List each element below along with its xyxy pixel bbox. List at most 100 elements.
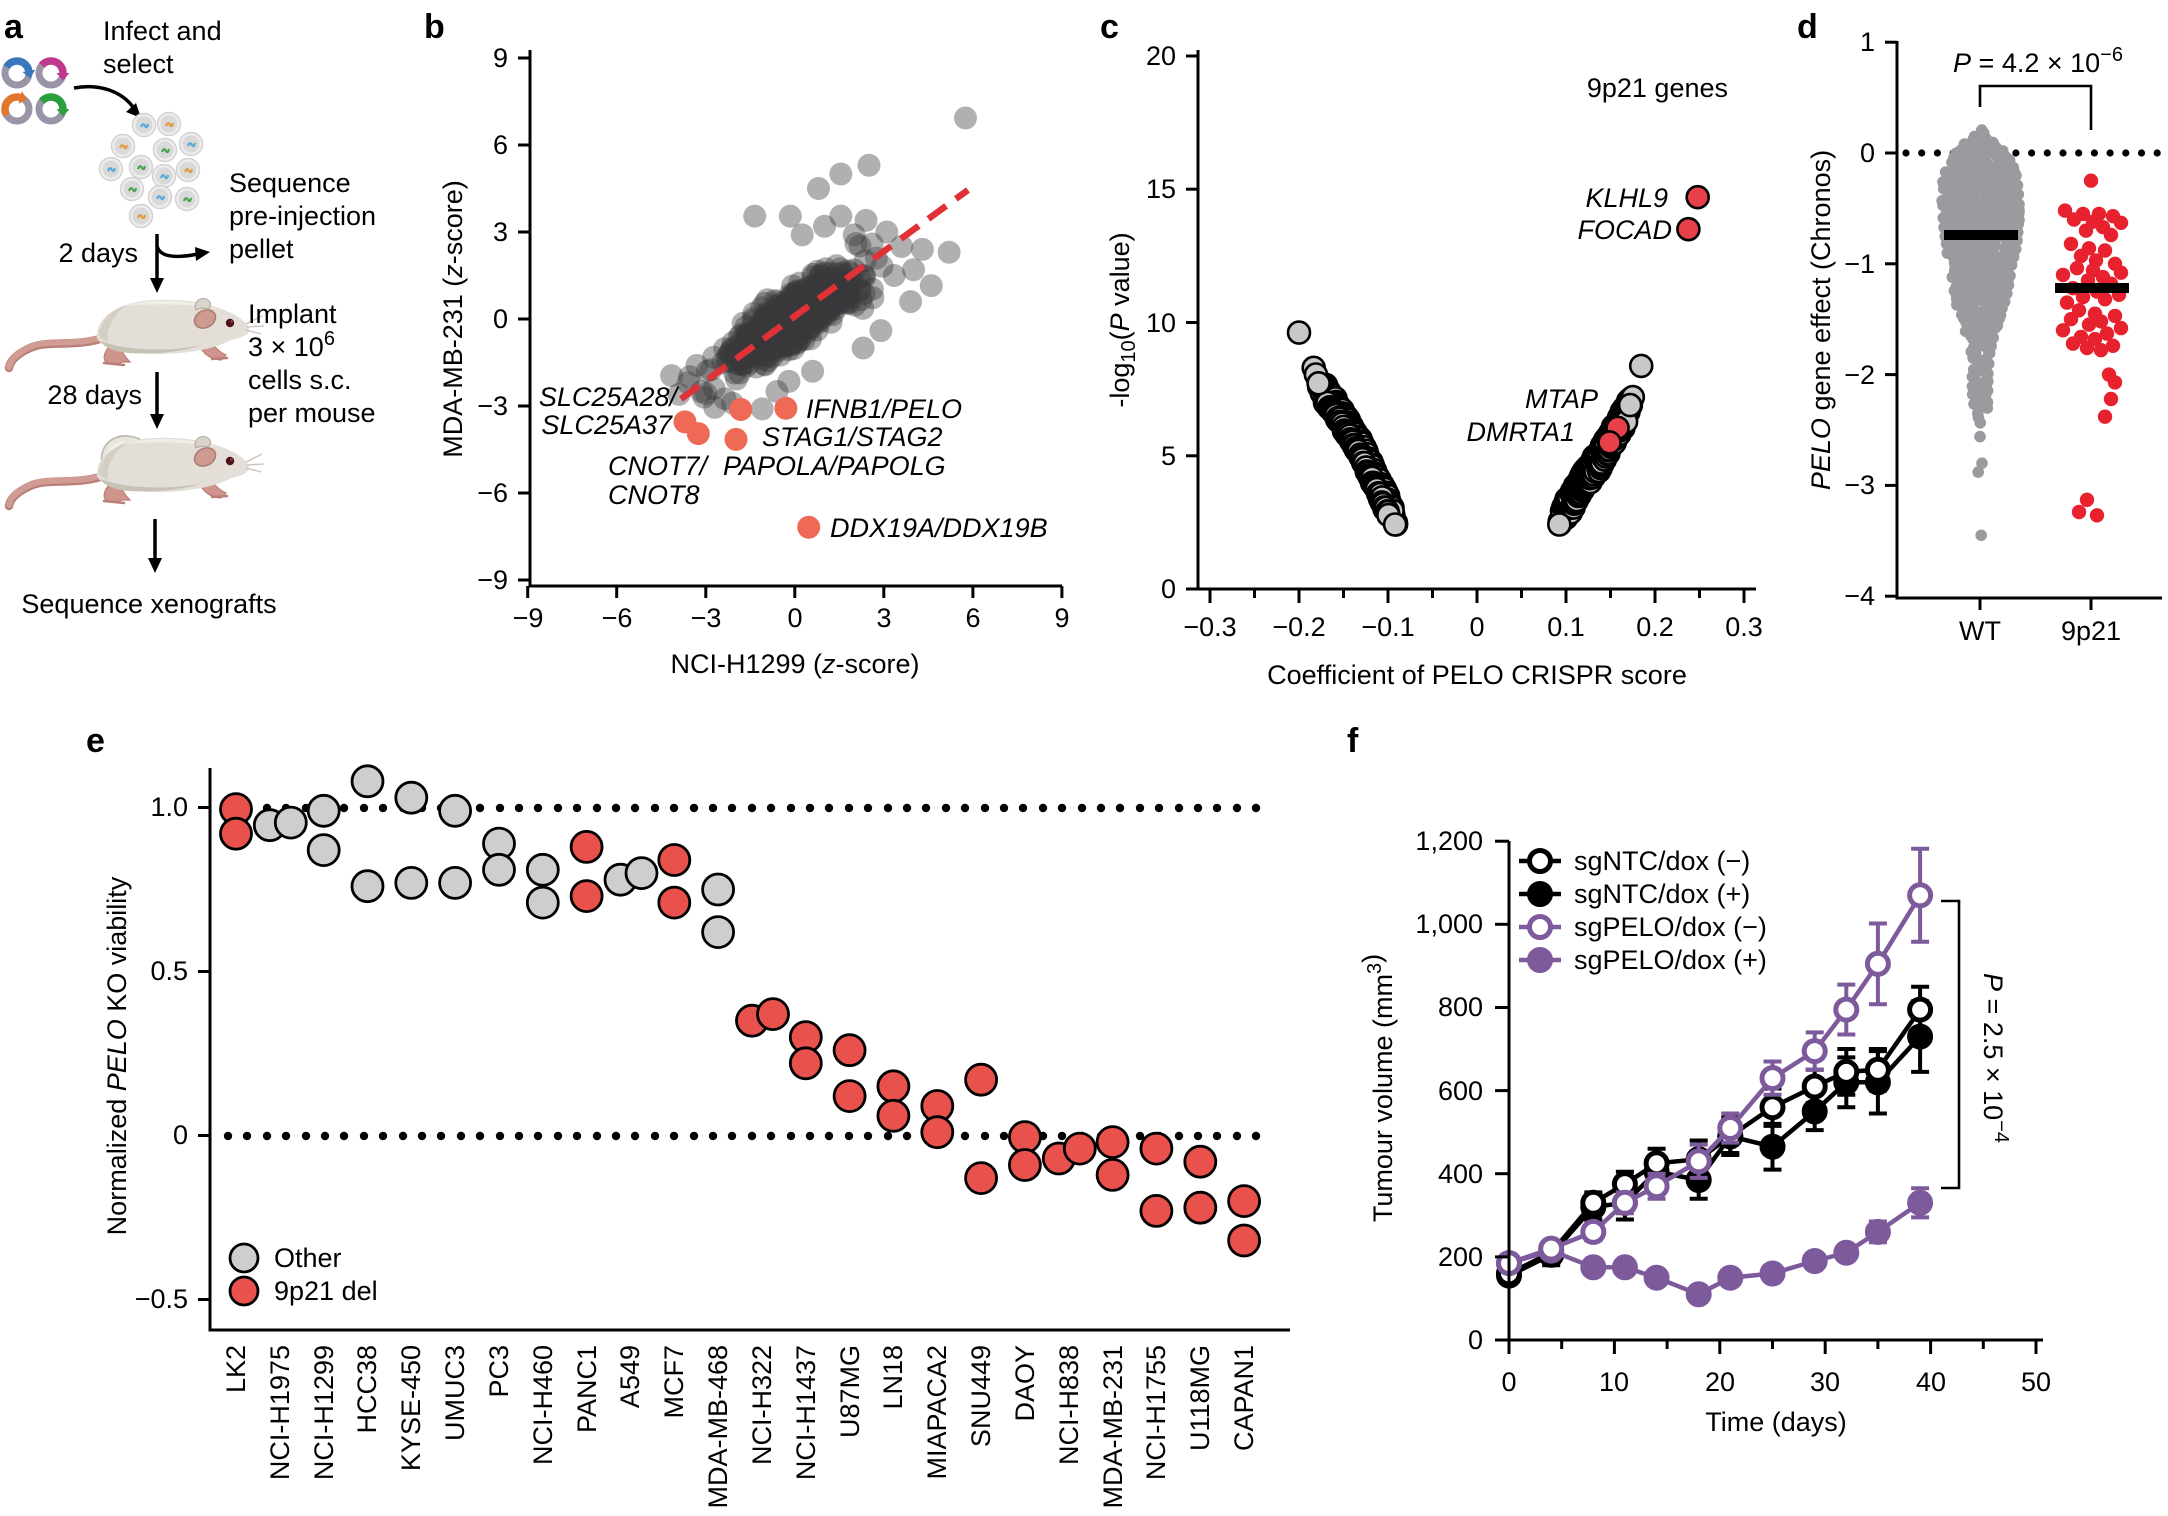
svg-text:600: 600 (1438, 1076, 1483, 1106)
svg-text:FOCAD: FOCAD (1578, 215, 1673, 245)
svg-text:0: 0 (787, 603, 802, 633)
svg-text:NCI-H1437: NCI-H1437 (791, 1345, 821, 1480)
svg-text:−2: −2 (1844, 360, 1875, 390)
svg-text:c: c (1100, 8, 1119, 46)
svg-text:15: 15 (1146, 174, 1176, 204)
svg-text:Sequence xenografts: Sequence xenografts (21, 589, 276, 619)
svg-text:U118MG: U118MG (1185, 1345, 1215, 1451)
svg-text:NCI-H322: NCI-H322 (747, 1345, 777, 1465)
svg-text:P = 4.2 × 10−6: P = 4.2 × 10−6 (1953, 44, 2123, 78)
svg-text:28 days: 28 days (47, 380, 142, 410)
svg-text:−4: −4 (1844, 581, 1875, 611)
svg-text:1.0: 1.0 (150, 792, 188, 822)
svg-text:HCC38: HCC38 (352, 1345, 382, 1434)
svg-text:CNOT7/: CNOT7/ (608, 451, 710, 481)
svg-text:10: 10 (1599, 1367, 1629, 1397)
svg-text:−3: −3 (1844, 470, 1875, 500)
svg-text:1,000: 1,000 (1415, 909, 1483, 939)
svg-text:PELO gene effect (Chronos): PELO gene effect (Chronos) (1806, 150, 1836, 490)
svg-text:−3: −3 (691, 603, 722, 633)
svg-text:6: 6 (965, 603, 980, 633)
svg-text:sgNTC/dox (+): sgNTC/dox (+) (1574, 879, 1750, 909)
svg-text:40: 40 (1916, 1367, 1946, 1397)
svg-text:0: 0 (173, 1120, 188, 1150)
svg-text:1: 1 (1860, 27, 1875, 57)
svg-text:MCF7: MCF7 (659, 1345, 689, 1419)
svg-text:UMUC3: UMUC3 (440, 1345, 470, 1441)
svg-text:STAG1/STAG2: STAG1/STAG2 (762, 422, 943, 452)
svg-text:LN18: LN18 (878, 1345, 908, 1410)
svg-text:SLC25A28/: SLC25A28/ (539, 382, 680, 412)
svg-text:Normalized PELO KO viability: Normalized PELO KO viability (102, 876, 132, 1235)
svg-text:MDA-MB-468: MDA-MB-468 (703, 1345, 733, 1509)
svg-text:0: 0 (493, 304, 508, 334)
svg-text:NCI-H1975: NCI-H1975 (265, 1345, 295, 1480)
svg-text:0: 0 (1468, 1325, 1483, 1355)
svg-text:MTAP: MTAP (1525, 384, 1598, 414)
svg-text:0.1: 0.1 (1547, 612, 1585, 642)
svg-text:NCI-H838: NCI-H838 (1054, 1345, 1084, 1465)
svg-text:−0.2: −0.2 (1272, 612, 1325, 642)
svg-text:f: f (1347, 722, 1359, 760)
svg-text:0: 0 (1161, 574, 1176, 604)
svg-text:sgPELO/dox (−): sgPELO/dox (−) (1574, 912, 1767, 942)
svg-text:−9: −9 (477, 565, 508, 595)
svg-text:A549: A549 (615, 1345, 645, 1408)
svg-text:0: 0 (1501, 1367, 1516, 1397)
svg-text:−6: −6 (477, 478, 508, 508)
svg-text:−1: −1 (1844, 249, 1875, 279)
svg-text:DMRTA1: DMRTA1 (1466, 417, 1575, 447)
svg-text:Implant: Implant (248, 299, 337, 329)
svg-text:e: e (86, 722, 105, 760)
svg-text:10: 10 (1146, 308, 1176, 338)
svg-text:0.5: 0.5 (150, 956, 188, 986)
svg-text:d: d (1797, 8, 1818, 46)
svg-text:PC3: PC3 (484, 1345, 514, 1398)
svg-text:9p21: 9p21 (2061, 616, 2121, 646)
svg-text:a: a (4, 8, 24, 46)
svg-text:−0.3: −0.3 (1183, 612, 1236, 642)
svg-text:MIAPACA2: MIAPACA2 (922, 1345, 952, 1480)
svg-text:KYSE-450: KYSE-450 (396, 1345, 426, 1471)
svg-text:NCI-H1299: NCI-H1299 (309, 1345, 339, 1480)
svg-text:NCI-H1755: NCI-H1755 (1141, 1345, 1171, 1480)
svg-text:3: 3 (493, 217, 508, 247)
svg-text:pre-injection: pre-injection (229, 201, 376, 231)
svg-text:P = 2.5 × 10−4: P = 2.5 × 10−4 (1978, 973, 2012, 1143)
svg-text:0.3: 0.3 (1725, 612, 1763, 642)
svg-text:sgNTC/dox (−): sgNTC/dox (−) (1574, 846, 1750, 876)
svg-text:0: 0 (1469, 612, 1484, 642)
svg-text:cells s.c.: cells s.c. (248, 365, 352, 395)
svg-text:CNOT8: CNOT8 (608, 480, 700, 510)
svg-text:800: 800 (1438, 992, 1483, 1022)
svg-text:DDX19A/DDX19B: DDX19A/DDX19B (830, 513, 1048, 543)
svg-text:20: 20 (1146, 41, 1176, 71)
svg-text:6: 6 (493, 130, 508, 160)
svg-text:−9: −9 (513, 603, 544, 633)
svg-text:−0.1: −0.1 (1361, 612, 1414, 642)
svg-text:3: 3 (876, 603, 891, 633)
svg-text:SNU449: SNU449 (966, 1345, 996, 1447)
svg-text:PANC1: PANC1 (572, 1345, 602, 1433)
svg-text:DAOY: DAOY (1010, 1345, 1040, 1422)
svg-text:9: 9 (1054, 603, 1069, 633)
svg-text:PAPOLA/PAPOLG: PAPOLA/PAPOLG (723, 451, 946, 481)
svg-text:per mouse: per mouse (248, 398, 376, 428)
svg-text:9: 9 (493, 43, 508, 73)
svg-text:20: 20 (1705, 1367, 1735, 1397)
svg-text:Time (days): Time (days) (1705, 1407, 1847, 1437)
svg-text:select: select (103, 49, 174, 79)
svg-text:b: b (424, 8, 445, 46)
svg-text:50: 50 (2021, 1367, 2051, 1397)
svg-text:sgPELO/dox (+): sgPELO/dox (+) (1574, 945, 1767, 975)
svg-text:1,200: 1,200 (1415, 826, 1483, 856)
svg-text:MDA-MB-231: MDA-MB-231 (1098, 1345, 1128, 1509)
svg-text:5: 5 (1161, 441, 1176, 471)
svg-text:0: 0 (1860, 138, 1875, 168)
svg-text:2 days: 2 days (58, 238, 138, 268)
svg-text:pellet: pellet (229, 234, 294, 264)
svg-text:−6: −6 (602, 603, 633, 633)
svg-text:0.2: 0.2 (1636, 612, 1674, 642)
svg-text:9p21 del: 9p21 del (274, 1276, 378, 1306)
svg-text:−3: −3 (477, 391, 508, 421)
